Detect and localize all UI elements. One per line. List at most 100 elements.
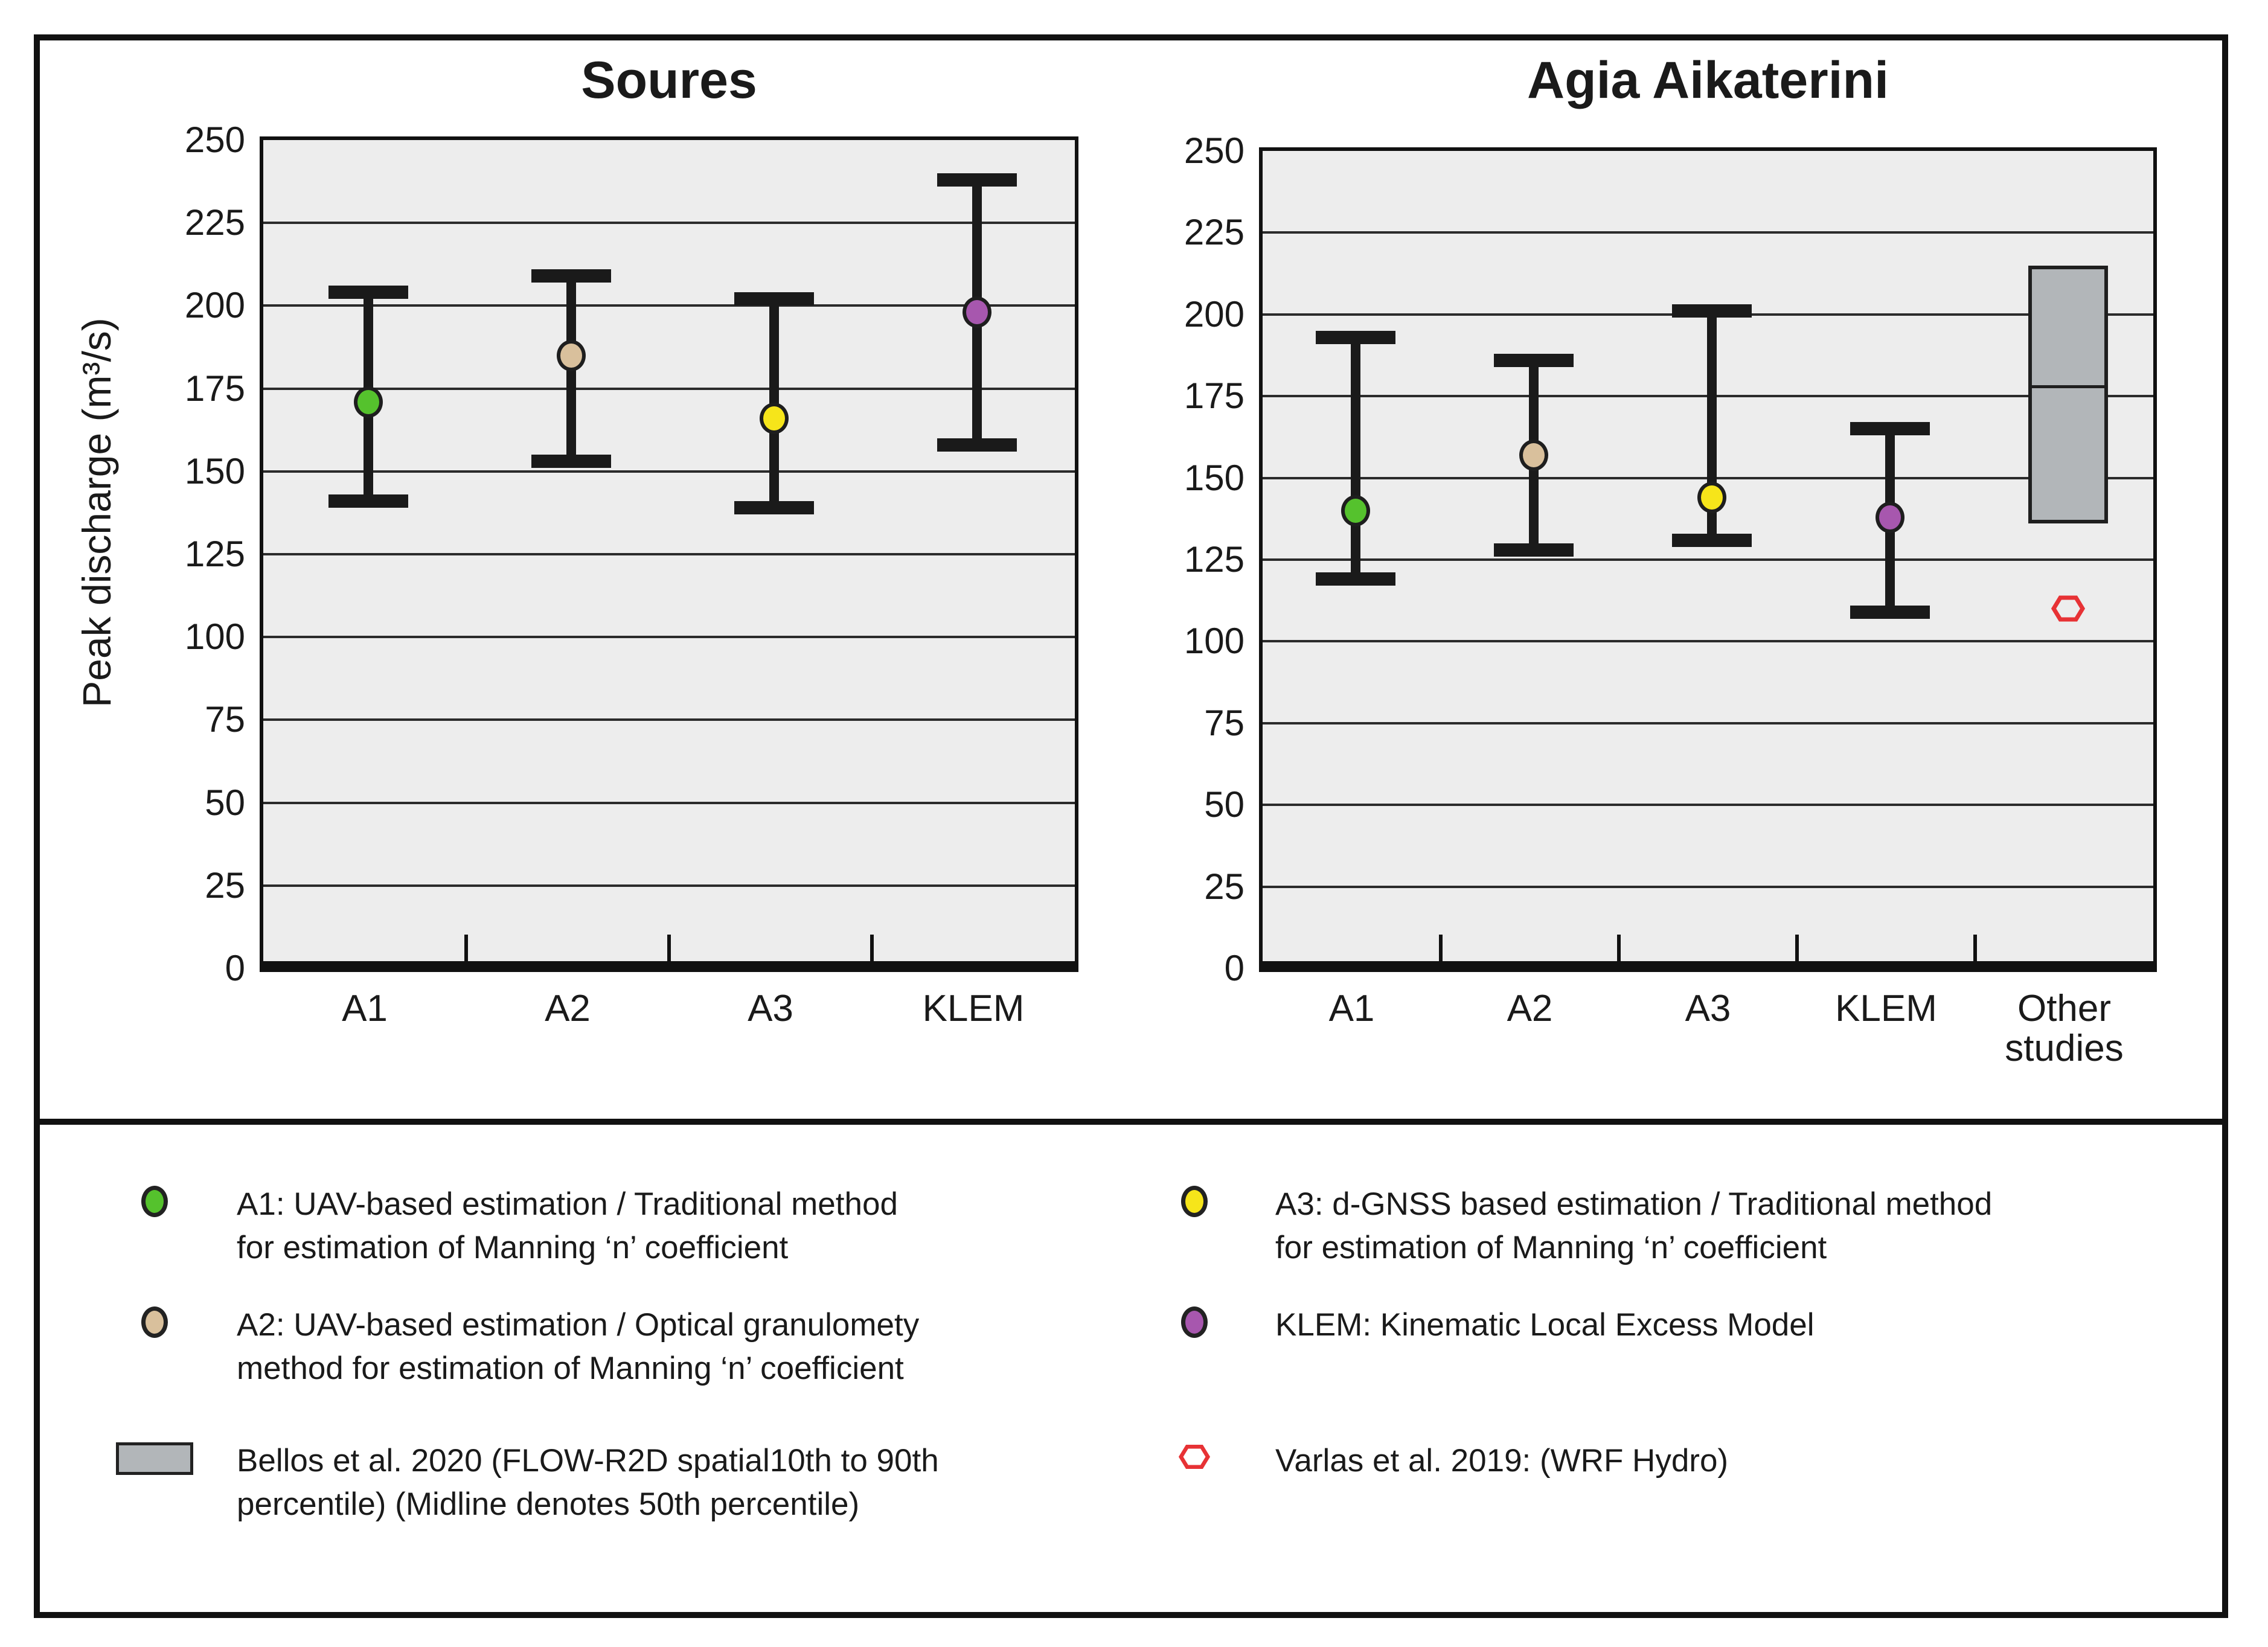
chart-title-soures: Soures xyxy=(581,51,757,109)
marker-a3-icon xyxy=(760,402,789,434)
errorbar-cap-top xyxy=(1850,422,1930,436)
legend-text-line: percentile) (Midline denotes 50th percen… xyxy=(237,1486,860,1522)
agia-aikaterini-plot-area xyxy=(1259,147,2157,972)
x-axis-line xyxy=(263,961,1075,968)
gridline-200 xyxy=(263,304,1075,307)
y-tick-label: 200 xyxy=(1184,293,1245,334)
errorbar-cap-top xyxy=(937,173,1017,187)
errorbar-cap-bottom xyxy=(1493,543,1574,557)
gridline-75 xyxy=(1263,721,2153,724)
y-tick-label: 150 xyxy=(1184,457,1245,498)
marker-a1-icon xyxy=(354,386,383,418)
errorbar-cap-top xyxy=(531,269,611,283)
x-category-label-a2: A2 xyxy=(1507,988,1553,1029)
y-tick-label: 0 xyxy=(1224,948,1245,988)
x-category-label-klem: KLEM xyxy=(922,988,1025,1029)
x-category-label-a3: A3 xyxy=(748,988,793,1029)
x-axis-tick xyxy=(870,935,874,961)
marker-a1-icon xyxy=(1341,494,1370,526)
chart-title-agia-aikaterini: Agia Aikaterini xyxy=(1527,51,1889,109)
gridline-50 xyxy=(1263,804,2153,807)
gridline-25 xyxy=(1263,885,2153,888)
errorbar-cap-top xyxy=(1315,330,1395,344)
errorbar-cap-bottom xyxy=(1315,572,1395,586)
legend-text-line: method for estimation of Manning ‘n’ coe… xyxy=(237,1351,904,1386)
x-axis-line xyxy=(1263,961,2153,968)
gridline-225 xyxy=(263,222,1075,225)
y-tick-label: 200 xyxy=(184,285,245,326)
marker-a2-icon xyxy=(557,339,586,371)
errorbar-cap-bottom xyxy=(328,494,408,508)
percentile-box xyxy=(2028,265,2108,524)
y-tick-label: 50 xyxy=(205,782,245,823)
x-axis-tick xyxy=(1973,935,1977,961)
y-tick-label: 225 xyxy=(1184,212,1245,253)
errorbar-cap-bottom xyxy=(937,438,1017,452)
varlas-hexagon-icon xyxy=(2051,595,2085,625)
legend-box-icon xyxy=(116,1442,193,1475)
soures-plot-area xyxy=(260,136,1078,972)
legend-circle-icon xyxy=(141,1306,168,1338)
y-tick-label: 125 xyxy=(184,534,245,574)
gridline-125 xyxy=(263,553,1075,555)
legend-text-line: for estimation of Manning ‘n’ coefficien… xyxy=(237,1230,789,1265)
gridline-75 xyxy=(263,718,1075,721)
gridline-25 xyxy=(263,884,1075,887)
errorbar-cap-bottom xyxy=(1850,605,1930,619)
x-category-label-klem: KLEM xyxy=(1835,988,1937,1029)
gridline-50 xyxy=(263,801,1075,804)
legend-circle-icon xyxy=(1181,1306,1208,1338)
errorbar-cap-bottom xyxy=(734,501,814,515)
percentile-midline xyxy=(2031,385,2104,388)
gridline-175 xyxy=(263,387,1075,390)
y-tick-label: 225 xyxy=(184,202,245,243)
y-tick-label: 125 xyxy=(1184,539,1245,580)
x-category-label-a1: A1 xyxy=(1328,988,1375,1029)
x-axis-tick xyxy=(1795,935,1799,961)
legend-divider xyxy=(34,1119,2228,1125)
marker-a3-icon xyxy=(1697,482,1726,514)
errorbar-cap-top xyxy=(734,292,814,306)
x-category-label-a2: A2 xyxy=(545,988,591,1029)
legend-text-line: A3: d-GNSS based estimation / Traditiona… xyxy=(1275,1186,1993,1222)
y-axis-label: Peak discharge (m³/s) xyxy=(74,318,119,708)
y-tick-label: 150 xyxy=(184,450,245,491)
gridline-150 xyxy=(263,470,1075,473)
y-tick-label: 250 xyxy=(1184,130,1245,171)
x-category-label-other-studies: Other studies xyxy=(2005,988,2124,1069)
gridline-225 xyxy=(1263,231,2153,234)
errorbar-cap-top xyxy=(328,286,408,299)
legend-hexagon-icon xyxy=(1178,1444,1211,1473)
legend-circle-icon xyxy=(141,1186,168,1217)
figure-border xyxy=(34,34,2228,1618)
y-tick-label: 175 xyxy=(1184,376,1245,417)
legend-text-line: A2: UAV-based estimation / Optical granu… xyxy=(237,1307,920,1343)
y-tick-label: 0 xyxy=(225,948,245,988)
y-tick-label: 50 xyxy=(1204,784,1245,825)
x-category-label-a1: A1 xyxy=(342,988,388,1029)
x-axis-tick xyxy=(1439,935,1443,961)
gridline-100 xyxy=(263,636,1075,639)
legend-text-line: KLEM: Kinematic Local Excess Model xyxy=(1275,1307,1815,1343)
errorbar-line xyxy=(1350,337,1360,580)
y-tick-label: 25 xyxy=(205,865,245,906)
y-tick-label: 75 xyxy=(205,699,245,740)
x-axis-tick xyxy=(667,935,671,961)
errorbar-cap-bottom xyxy=(1671,533,1752,547)
x-axis-tick xyxy=(464,935,468,961)
marker-klem-icon xyxy=(963,296,991,328)
legend-circle-icon xyxy=(1181,1186,1208,1217)
y-tick-label: 250 xyxy=(184,120,245,160)
legend-text-line: Bellos et al. 2020 (FLOW-R2D spatial10th… xyxy=(237,1443,939,1479)
y-tick-label: 100 xyxy=(1184,621,1245,662)
errorbar-cap-top xyxy=(1671,304,1752,318)
x-axis-tick xyxy=(1617,935,1621,961)
errorbar-cap-bottom xyxy=(531,455,611,469)
legend-text-line: A1: UAV-based estimation / Traditional m… xyxy=(237,1186,898,1222)
y-tick-label: 25 xyxy=(1204,866,1245,907)
y-tick-label: 75 xyxy=(1204,702,1245,743)
gridline-100 xyxy=(1263,640,2153,643)
errorbar-cap-top xyxy=(1493,353,1574,367)
x-category-label-a3: A3 xyxy=(1685,988,1731,1029)
